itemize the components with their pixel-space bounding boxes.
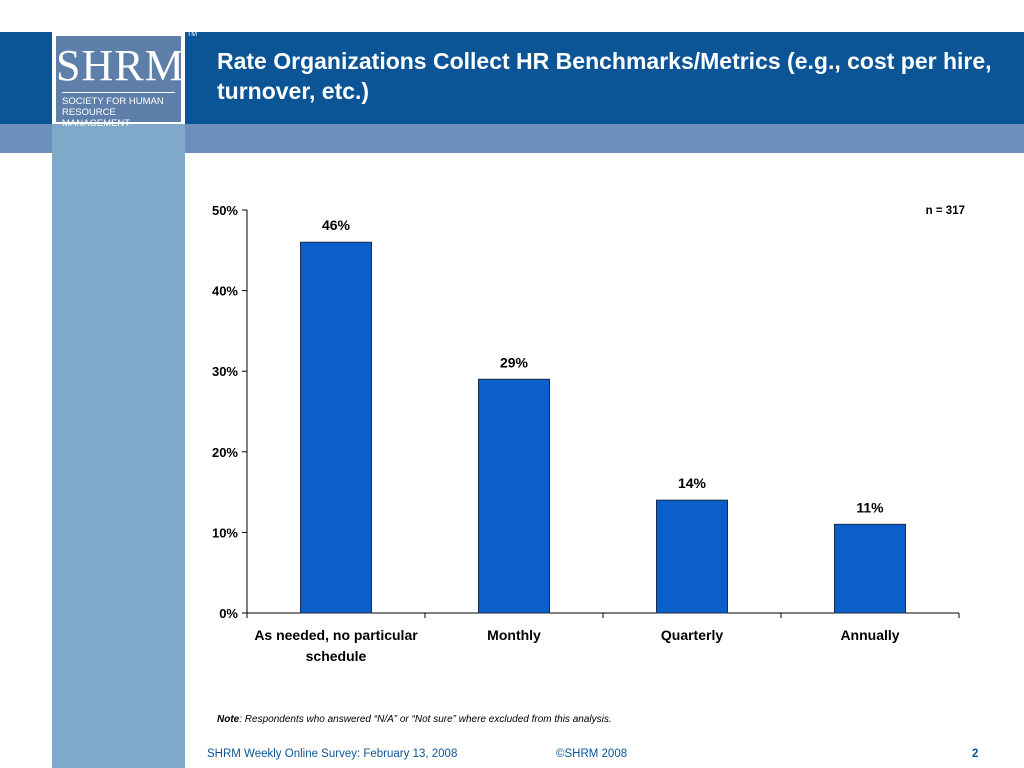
sample-size-annotation: n = 317 xyxy=(926,205,965,217)
chart-note: Note: Respondents who answered “N/A” or … xyxy=(217,714,612,725)
note-label: Note xyxy=(217,714,240,725)
x-category-label: As needed, no particular schedule xyxy=(254,627,418,664)
page-number: 2 xyxy=(972,748,979,760)
trademark-mark: TM xyxy=(187,31,198,38)
y-tick-label: 0% xyxy=(219,606,238,621)
y-tick-label: 20% xyxy=(212,445,238,460)
shrm-logo-divider xyxy=(62,92,175,93)
x-category-label: Quarterly xyxy=(661,627,723,643)
note-text: : Respondents who answered “N/A” or “Not… xyxy=(239,714,612,725)
shrm-logo-letters: SHRM xyxy=(56,41,185,90)
bar-1 xyxy=(300,241,372,614)
bar-3 xyxy=(656,499,728,614)
shrm-logo-text: SOCIETY FOR HUMAN RESOURCE MANAGEMENT xyxy=(62,96,181,129)
y-tick-label: 10% xyxy=(212,525,238,540)
bar-value-label: 14% xyxy=(678,475,707,491)
footer-survey: SHRM Weekly Online Survey: February 13, … xyxy=(207,748,458,760)
left-sidebar-column xyxy=(52,124,185,768)
shrm-logo-line1: SOCIETY FOR HUMAN xyxy=(62,96,164,107)
slide-title: Rate Organizations Collect HR Benchmarks… xyxy=(217,48,992,104)
bar-value-label: 29% xyxy=(500,354,529,370)
bar-value-label: 46% xyxy=(322,217,351,233)
shrm-logo: SHRM SOCIETY FOR HUMAN RESOURCE MANAGEME… xyxy=(52,32,185,129)
x-category-label: Monthly xyxy=(487,627,541,643)
y-tick-label: 30% xyxy=(212,364,238,379)
bar-value-label: 11% xyxy=(856,499,884,515)
shrm-logo-line2: RESOURCE MANAGEMENT xyxy=(62,107,131,129)
bar-2 xyxy=(478,378,550,614)
y-tick-label: 50% xyxy=(212,203,238,218)
y-tick-label: 40% xyxy=(212,284,238,299)
x-category-label: Annually xyxy=(840,627,899,643)
bar-4 xyxy=(834,523,906,614)
footer-copyright: ©SHRM 2008 xyxy=(556,748,628,760)
shrm-logo-panel: SHRM SOCIETY FOR HUMAN RESOURCE MANAGEME… xyxy=(56,36,185,129)
